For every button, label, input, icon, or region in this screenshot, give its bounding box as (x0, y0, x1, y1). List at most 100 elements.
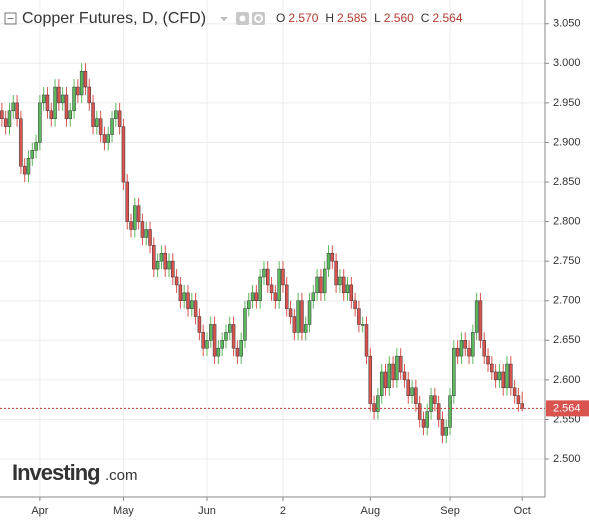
candle-body (22, 165, 27, 175)
candle-body (34, 142, 38, 151)
candle-body (91, 102, 95, 127)
candle-body (53, 86, 57, 119)
x-tick-label: Jun (198, 505, 216, 517)
candle-body (0, 110, 4, 119)
candle-body (110, 118, 114, 135)
candle-body (421, 419, 426, 428)
candle-body (243, 308, 247, 341)
candle-body (254, 292, 259, 301)
candle-body (319, 276, 323, 294)
candle-body (395, 355, 399, 381)
ohlc-name: L (374, 11, 381, 25)
ohlc-value: 2.570 (288, 11, 318, 25)
candle-body (125, 181, 129, 222)
ohlc-value: 2.585 (337, 11, 367, 25)
candle-body (186, 292, 190, 309)
candle-body (3, 118, 8, 127)
candle-body (60, 94, 65, 104)
candle-body (117, 110, 122, 127)
candle-body (224, 332, 228, 341)
candle-body (190, 300, 194, 309)
candle-body (205, 340, 209, 349)
candle-body (474, 300, 479, 333)
candle-body (357, 308, 361, 325)
settings-button[interactable] (252, 12, 265, 25)
eye-icon (239, 15, 246, 22)
candle-body (284, 284, 289, 309)
candle-body (262, 268, 266, 278)
candle-body (322, 268, 327, 294)
candle-body (144, 229, 148, 238)
candle-body (79, 70, 84, 96)
candle-body (307, 300, 312, 325)
candle-body (64, 94, 69, 119)
candle-body (296, 300, 300, 333)
candle-body (136, 205, 141, 222)
candle-body (155, 260, 160, 270)
y-tick-label: 2.650 (553, 334, 581, 346)
candle-body (444, 427, 449, 436)
candle-body (193, 300, 198, 317)
candle-body (76, 86, 80, 96)
candle-body (478, 300, 483, 341)
candle-body (315, 276, 319, 294)
watermark-suffix: .com (105, 467, 138, 484)
y-tick-label: 2.900 (553, 136, 581, 148)
candle-body (353, 300, 357, 309)
candle-body (452, 347, 456, 396)
y-tick-label: 3.000 (553, 57, 581, 69)
candle-body (26, 158, 31, 175)
candle-body (98, 118, 103, 135)
collapse-button[interactable] (4, 12, 17, 25)
candle-body (372, 403, 376, 412)
candle-body (19, 118, 23, 167)
candle-body (376, 395, 380, 412)
candle-body (231, 324, 236, 349)
candle-body (330, 252, 335, 262)
candle-body (334, 260, 338, 286)
watermark-brand: Investing (12, 460, 100, 485)
candle-body (106, 134, 110, 143)
candle-body (391, 363, 395, 381)
candle-body (436, 403, 441, 420)
candle-body (68, 110, 73, 119)
candle-body (429, 395, 433, 412)
candle-body (364, 324, 369, 357)
candle-body (273, 292, 278, 301)
candle-body (387, 363, 392, 389)
x-tick-label: Aug (361, 505, 381, 517)
candle-body (482, 340, 486, 357)
candle-body (509, 363, 513, 389)
candle-body (258, 276, 262, 301)
candle-body (49, 110, 54, 119)
y-tick-label: 3.050 (553, 18, 581, 30)
candle-body (228, 324, 232, 333)
candle-body (277, 268, 281, 301)
dropdown-icon[interactable] (220, 17, 228, 21)
ohlc-header: O 2.570 H 2.585 L 2.560 C 2.564 (276, 11, 463, 25)
candle-body (171, 260, 175, 278)
last-price-label: 2.564 (553, 402, 581, 414)
candle-body (114, 110, 118, 119)
candle-body (512, 387, 517, 396)
y-tick-label: 2.600 (553, 374, 581, 386)
candle-body (383, 371, 388, 389)
candle-body (72, 86, 76, 112)
candle-body (163, 252, 167, 270)
candle-body (520, 403, 524, 409)
ohlc-value: 2.560 (384, 11, 414, 25)
candle-body (417, 403, 422, 420)
candle-body (159, 252, 164, 262)
candle-body (379, 371, 384, 396)
candle-body (38, 102, 42, 143)
candle-body (95, 118, 99, 127)
candle-body (463, 340, 467, 349)
candle-body (174, 276, 179, 286)
candle-body (505, 363, 509, 389)
candle-body (235, 347, 240, 357)
candle-body (30, 150, 35, 159)
candle-body (501, 371, 505, 389)
y-tick-label: 2.950 (553, 97, 581, 109)
candle-body (292, 316, 297, 333)
x-tick-label: Oct (514, 505, 531, 517)
